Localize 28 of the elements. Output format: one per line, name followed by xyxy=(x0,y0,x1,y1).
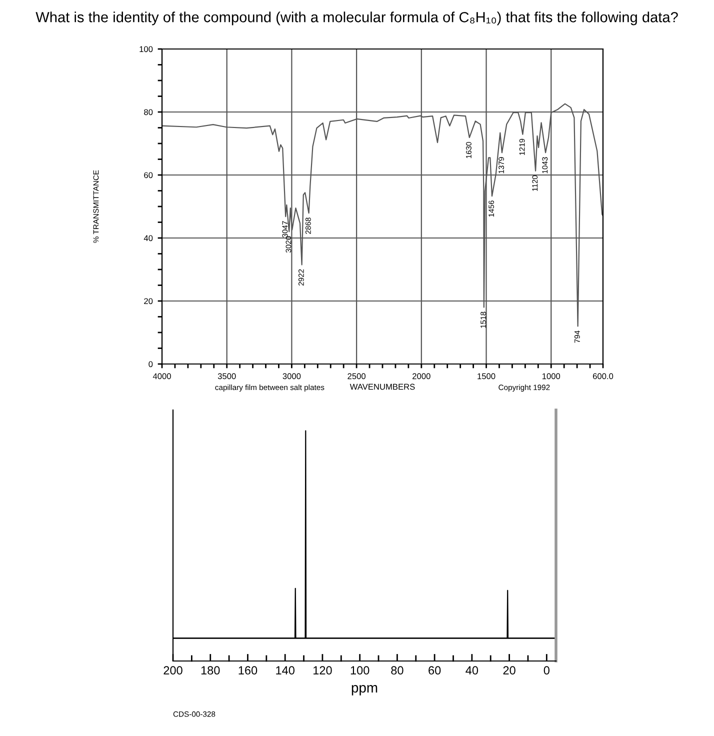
x-tick-label: 4000 xyxy=(152,373,171,380)
x-tick-label: 60 xyxy=(428,666,441,675)
x-tick-label: 3000 xyxy=(282,373,301,380)
x-tick-label: 3500 xyxy=(218,373,236,380)
y-tick-label: 60 xyxy=(144,172,153,178)
y-tick-label: 40 xyxy=(144,235,153,242)
x-tick-label: 140 xyxy=(276,666,294,675)
x-tick-label: 0 xyxy=(544,666,550,675)
x-tick-label: 1500 xyxy=(478,373,496,380)
x-tick-label: 120 xyxy=(314,666,332,675)
x-axis-title: WAVENUMBERS xyxy=(350,384,415,390)
x-tick-label: 2500 xyxy=(348,373,366,380)
x-tick-label: 180 xyxy=(201,666,220,675)
x-tick-label: 20 xyxy=(503,666,516,675)
x-tick-label: 2000 xyxy=(412,373,430,380)
x-tick-label: 80 xyxy=(391,666,404,675)
x-tick-label: 40 xyxy=(466,666,478,675)
y-tick-label: 80 xyxy=(144,109,153,116)
x-tick-label: 1000 xyxy=(542,373,560,380)
chart-title: What is the identity of the compound (with a molecular formula of C₈H₁₀) that fits the following data? xyxy=(36,12,678,26)
x-tick-label: 600.0 xyxy=(592,373,614,380)
x-tick-label: 160 xyxy=(238,666,258,675)
x-tick-label: 100 xyxy=(350,666,370,675)
y-tick-label: 20 xyxy=(144,298,153,304)
x-tick-label: 200 xyxy=(164,666,182,675)
y-tick-label: 100 xyxy=(140,46,153,52)
y-tick-label: 0 xyxy=(148,361,153,368)
x-axis-title: ppm xyxy=(352,685,378,696)
